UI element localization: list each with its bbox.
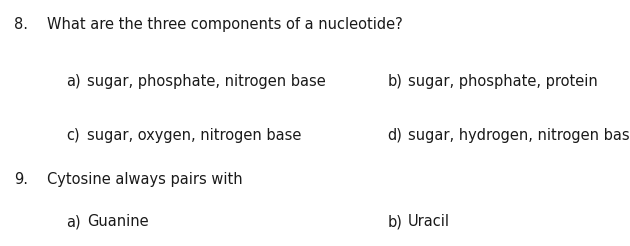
Text: What are the three components of a nucleotide?: What are the three components of a nucle… [47,17,403,32]
Text: b): b) [387,74,403,89]
Text: sugar, phosphate, nitrogen base: sugar, phosphate, nitrogen base [87,74,326,89]
Text: sugar, oxygen, nitrogen base: sugar, oxygen, nitrogen base [87,128,301,143]
Text: Cytosine always pairs with: Cytosine always pairs with [47,172,243,187]
Text: a): a) [66,214,81,229]
Text: c): c) [66,128,80,143]
Text: sugar, hydrogen, nitrogen base: sugar, hydrogen, nitrogen base [408,128,630,143]
Text: 8.: 8. [14,17,28,32]
Text: sugar, phosphate, protein: sugar, phosphate, protein [408,74,598,89]
Text: Uracil: Uracil [408,214,450,229]
Text: d): d) [387,128,403,143]
Text: Guanine: Guanine [87,214,149,229]
Text: 9.: 9. [14,172,28,187]
Text: a): a) [66,74,81,89]
Text: b): b) [387,214,403,229]
